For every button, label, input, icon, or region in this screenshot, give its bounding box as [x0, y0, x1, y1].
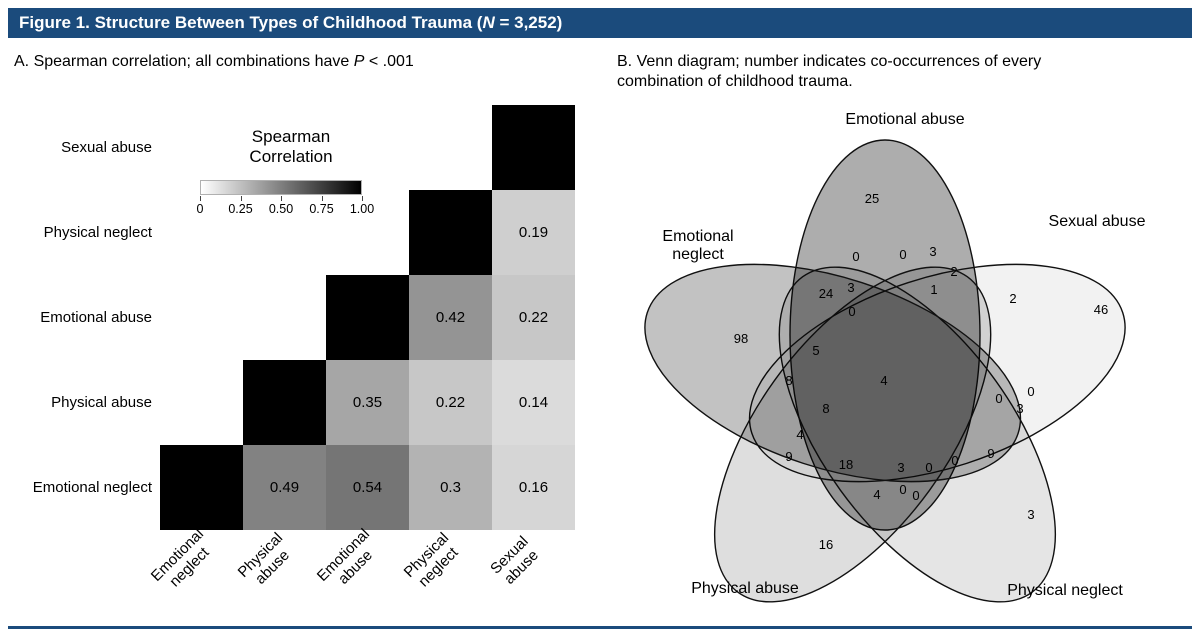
venn-set-label-sexual-abuse: Sexual abuse — [1022, 213, 1172, 231]
heatmap-cell: 0.14 — [492, 360, 575, 445]
heatmap-cell: 0.49 — [243, 445, 326, 530]
panel-a-caption-p: P — [353, 53, 365, 70]
panel-a-caption: A. Spearman correlation; all combination… — [14, 52, 414, 72]
venn-region-count: 4 — [796, 427, 804, 442]
heatmap: 0.19 0.42 0.22 0.35 0.22 0.14 0.49 0.54 0.3 0.16 — [160, 105, 575, 530]
venn-region-count: 3 — [929, 244, 937, 259]
heatmap-cell: 0.22 — [492, 275, 575, 360]
venn-region-count: 9 — [785, 449, 793, 464]
heatmap-cell — [492, 105, 575, 190]
heatmap-cell — [409, 190, 492, 275]
legend-tick-mark — [240, 196, 242, 201]
legend-tick-mark — [200, 196, 201, 201]
figure-title-suffix: = 3,252) — [494, 13, 563, 32]
venn-set-label-physical-abuse: Physical abuse — [670, 580, 820, 598]
venn-region-count: 0 — [899, 482, 907, 497]
panel-b-caption: B. Venn diagram; number indicates co-occ… — [617, 52, 1041, 92]
venn-region-count: 3 — [847, 280, 855, 295]
heatmap-row-label: Physical neglect — [43, 224, 152, 241]
venn-region-count: 3 — [1027, 507, 1035, 522]
venn-region-count: 0 — [912, 488, 920, 503]
venn-set-label-emotional-neglect: Emotional neglect — [623, 228, 773, 265]
panel-b-caption-line1: B. Venn diagram; number indicates co-occ… — [617, 53, 1042, 70]
heatmap-legend-gradient-bar — [200, 180, 362, 195]
heatmap-row-label: Physical abuse — [51, 394, 152, 411]
heatmap-cell: 0.54 — [326, 445, 409, 530]
legend-tick-mark — [362, 196, 363, 201]
heatmap-cell: 0.22 — [409, 360, 492, 445]
venn-ellipse-emotional-abuse — [789, 139, 981, 531]
venn-set-label-line: Physical neglect — [1007, 582, 1123, 599]
legend-tick-label: 0.50 — [268, 202, 294, 216]
figure-title-bar: Figure 1. Structure Between Types of Chi… — [8, 8, 1192, 38]
venn-region-count: 0 — [848, 304, 856, 319]
venn-region-count: 3 — [897, 460, 905, 475]
venn-region-count: 46 — [1093, 302, 1109, 317]
legend-tick-mark — [321, 196, 323, 201]
heatmap-cell: 0.16 — [492, 445, 575, 530]
venn-set-label-line: neglect — [672, 246, 724, 264]
legend-tick-label: 0.75 — [309, 202, 334, 216]
heatmap-cell: 0.42 — [409, 275, 492, 360]
venn-region-count: 0 — [852, 249, 860, 264]
venn-ellipse-physical-neglect — [778, 266, 1057, 603]
venn-region-count: 2 — [950, 264, 958, 279]
legend-tick-label: 0.25 — [228, 202, 253, 216]
panel-a-caption-suffix: < .001 — [364, 53, 414, 70]
venn-ellipse-emotional-neglect — [644, 263, 1022, 483]
venn-set-label-physical-neglect: Physical neglect — [990, 582, 1140, 600]
venn-ellipses — [644, 139, 1126, 603]
panel-a-caption-text: A. Spearman correlation; all combination… — [14, 53, 354, 70]
legend-title-line1: Spearman — [251, 127, 331, 146]
venn-region-count: 1 — [930, 282, 938, 297]
venn-region-count: 3 — [1016, 401, 1024, 416]
venn-set-label-line: Emotional abuse — [845, 111, 965, 128]
heatmap-row-label: Sexual abuse — [61, 139, 152, 156]
venn-region-count: 0 — [1027, 384, 1035, 399]
venn-region-count: 0 — [899, 247, 907, 262]
legend-tick-label: 0 — [196, 202, 204, 216]
venn-region-count: 9 — [987, 446, 995, 461]
heatmap-cell: 0.35 — [326, 360, 409, 445]
venn-region-count: 16 — [818, 537, 834, 552]
figure-title-text: Figure 1. Structure Between Types of Chi… — [19, 13, 483, 32]
venn-ellipse-sexual-abuse — [748, 263, 1126, 483]
heatmap-cell: 0.19 — [492, 190, 575, 275]
venn-region-count: 24 — [818, 286, 834, 301]
venn-set-label-line: Emotional — [662, 228, 734, 245]
venn-region-count: 2 — [1009, 291, 1017, 306]
heatmap-row-label: Emotional neglect — [32, 479, 152, 496]
venn-region-count: 18 — [838, 457, 854, 472]
venn-set-label-emotional-abuse: Emotional abuse — [830, 111, 980, 129]
venn-region-count: 25 — [864, 191, 880, 206]
venn-region-count: 8 — [785, 373, 793, 388]
panel-b-caption-line2: combination of childhood trauma. — [617, 73, 853, 90]
venn-region-count: 4 — [880, 373, 888, 388]
venn-ellipse-physical-abuse — [713, 266, 992, 603]
heatmap-row-label: Emotional abuse — [40, 309, 152, 326]
venn-region-count: 4 — [873, 487, 881, 502]
figure-title: Figure 1. Structure Between Types of Chi… — [19, 13, 562, 33]
venn-region-count: 0 — [925, 460, 933, 475]
venn-set-label-line: Physical abuse — [691, 580, 799, 597]
venn-region-count: 0 — [995, 391, 1003, 406]
legend-tick-label: 1.00 — [349, 202, 375, 216]
venn-region-count: 5 — [812, 343, 820, 358]
heatmap-legend-title: Spearman Correlation — [206, 127, 376, 167]
legend-title-line2: Correlation — [249, 147, 333, 167]
legend-tick-mark — [281, 196, 282, 201]
venn-set-label-line: Sexual abuse — [1048, 213, 1146, 230]
heatmap-cell — [160, 445, 243, 530]
venn-region-count: 98 — [733, 331, 749, 346]
venn-region-count: 0 — [951, 453, 959, 468]
bottom-rule — [8, 626, 1192, 629]
heatmap-cell — [326, 275, 409, 360]
venn-diagram: 25 0 0 3 24 3 0 1 2 2 46 98 5 8 4 8 4 9 18 3 0 0 9 0 3 0 4 0 0 16 3 Em… — [610, 55, 1195, 630]
heatmap-cell — [243, 360, 326, 445]
venn-region-count: 8 — [822, 401, 830, 416]
heatmap-cell: 0.3 — [409, 445, 492, 530]
figure-title-n: N — [482, 13, 495, 32]
